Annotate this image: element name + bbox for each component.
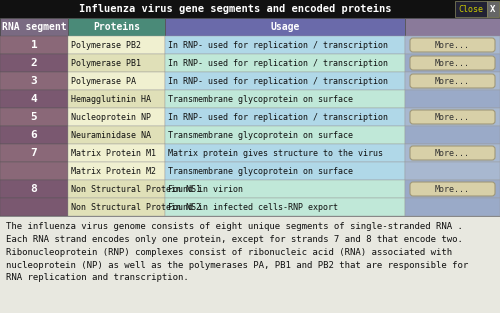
Bar	[68, 180, 165, 198]
Bar	[0, 36, 68, 54]
Text: Polymerase PB2: Polymerase PB2	[71, 40, 141, 49]
Bar	[405, 162, 500, 180]
Text: In RNP- used for replication / transcription: In RNP- used for replication / transcrip…	[168, 40, 388, 49]
Text: Influenza virus gene segments and encoded proteins: Influenza virus gene segments and encode…	[79, 4, 391, 14]
Bar	[165, 180, 405, 198]
FancyBboxPatch shape	[410, 56, 495, 70]
Text: Non Structural Protein NS2: Non Structural Protein NS2	[71, 203, 201, 212]
Text: Proteins: Proteins	[93, 22, 140, 32]
Bar	[0, 198, 68, 216]
Text: In RNP- used for replication / transcription: In RNP- used for replication / transcrip…	[168, 76, 388, 85]
Bar	[165, 144, 405, 162]
FancyBboxPatch shape	[410, 38, 495, 52]
Bar	[165, 108, 405, 126]
Text: Close: Close	[458, 4, 483, 13]
Bar	[165, 72, 405, 90]
FancyBboxPatch shape	[410, 74, 495, 88]
Text: Found in infected cells-RNP export: Found in infected cells-RNP export	[168, 203, 338, 212]
Bar	[165, 18, 405, 36]
Bar	[165, 162, 405, 180]
Bar	[68, 144, 165, 162]
Text: 3: 3	[30, 76, 38, 86]
Bar	[68, 54, 165, 72]
Bar	[455, 1, 487, 17]
Bar	[0, 162, 68, 180]
Bar	[405, 126, 500, 144]
Text: 8: 8	[30, 184, 38, 194]
Bar	[68, 198, 165, 216]
FancyBboxPatch shape	[410, 182, 495, 196]
Bar	[405, 18, 500, 36]
FancyBboxPatch shape	[410, 146, 495, 160]
Text: More...: More...	[435, 148, 470, 157]
Bar	[0, 54, 68, 72]
Bar	[405, 72, 500, 90]
Bar	[0, 90, 68, 108]
Text: Polymerase PB1: Polymerase PB1	[71, 59, 141, 68]
Text: Matrix Protein M1: Matrix Protein M1	[71, 148, 156, 157]
Bar	[165, 54, 405, 72]
Bar	[405, 54, 500, 72]
Bar	[0, 72, 68, 90]
Bar	[68, 36, 165, 54]
Text: Non Structural Protein NS1: Non Structural Protein NS1	[71, 184, 201, 193]
Bar	[0, 180, 68, 198]
Bar	[405, 198, 500, 216]
Text: 6: 6	[30, 130, 38, 140]
Text: Matrix protein gives structure to the virus: Matrix protein gives structure to the vi…	[168, 148, 383, 157]
Bar	[165, 36, 405, 54]
Text: Hemagglutinin HA: Hemagglutinin HA	[71, 95, 151, 104]
Text: More...: More...	[435, 40, 470, 49]
Bar	[405, 144, 500, 162]
Text: 4: 4	[30, 94, 38, 104]
Bar	[68, 72, 165, 90]
Text: 7: 7	[30, 148, 38, 158]
Bar	[68, 18, 165, 36]
Text: The influenza virus genome consists of eight unique segments of single-stranded : The influenza virus genome consists of e…	[6, 222, 468, 282]
Bar	[0, 0, 500, 18]
Text: Usage: Usage	[270, 22, 300, 32]
Text: Transmembrane glycoprotein on surface: Transmembrane glycoprotein on surface	[168, 131, 353, 140]
Bar	[0, 216, 500, 313]
Bar	[165, 90, 405, 108]
Bar	[0, 108, 68, 126]
Text: Neuraminidase NA: Neuraminidase NA	[71, 131, 151, 140]
Text: 5: 5	[30, 112, 38, 122]
Text: 1: 1	[30, 40, 38, 50]
Text: More...: More...	[435, 76, 470, 85]
Bar	[405, 108, 500, 126]
Bar	[68, 108, 165, 126]
Bar	[165, 126, 405, 144]
Text: Transmembrane glycoprotein on surface: Transmembrane glycoprotein on surface	[168, 95, 353, 104]
Bar	[0, 216, 500, 217]
Text: Nucleoprotein NP: Nucleoprotein NP	[71, 112, 151, 121]
Bar	[0, 126, 68, 144]
Text: Matrix Protein M2: Matrix Protein M2	[71, 167, 156, 176]
FancyBboxPatch shape	[410, 110, 495, 124]
Text: More...: More...	[435, 112, 470, 121]
Text: Transmembrane glycoprotein on surface: Transmembrane glycoprotein on surface	[168, 167, 353, 176]
Bar	[68, 90, 165, 108]
Bar	[0, 18, 68, 36]
Text: In RNP- used for replication / transcription: In RNP- used for replication / transcrip…	[168, 59, 388, 68]
Bar	[405, 180, 500, 198]
Bar	[0, 144, 68, 162]
Text: 2: 2	[30, 58, 38, 68]
Text: In RNP- used for replication / transcription: In RNP- used for replication / transcrip…	[168, 112, 388, 121]
Bar	[405, 90, 500, 108]
Bar	[487, 1, 499, 17]
Bar	[68, 162, 165, 180]
Text: More...: More...	[435, 184, 470, 193]
Text: RNA segment: RNA segment	[2, 22, 66, 32]
Text: Found in virion: Found in virion	[168, 184, 243, 193]
Bar	[68, 126, 165, 144]
Text: More...: More...	[435, 59, 470, 68]
Bar	[405, 36, 500, 54]
Text: Polymerase PA: Polymerase PA	[71, 76, 136, 85]
Bar	[165, 198, 405, 216]
Text: X: X	[490, 4, 496, 13]
